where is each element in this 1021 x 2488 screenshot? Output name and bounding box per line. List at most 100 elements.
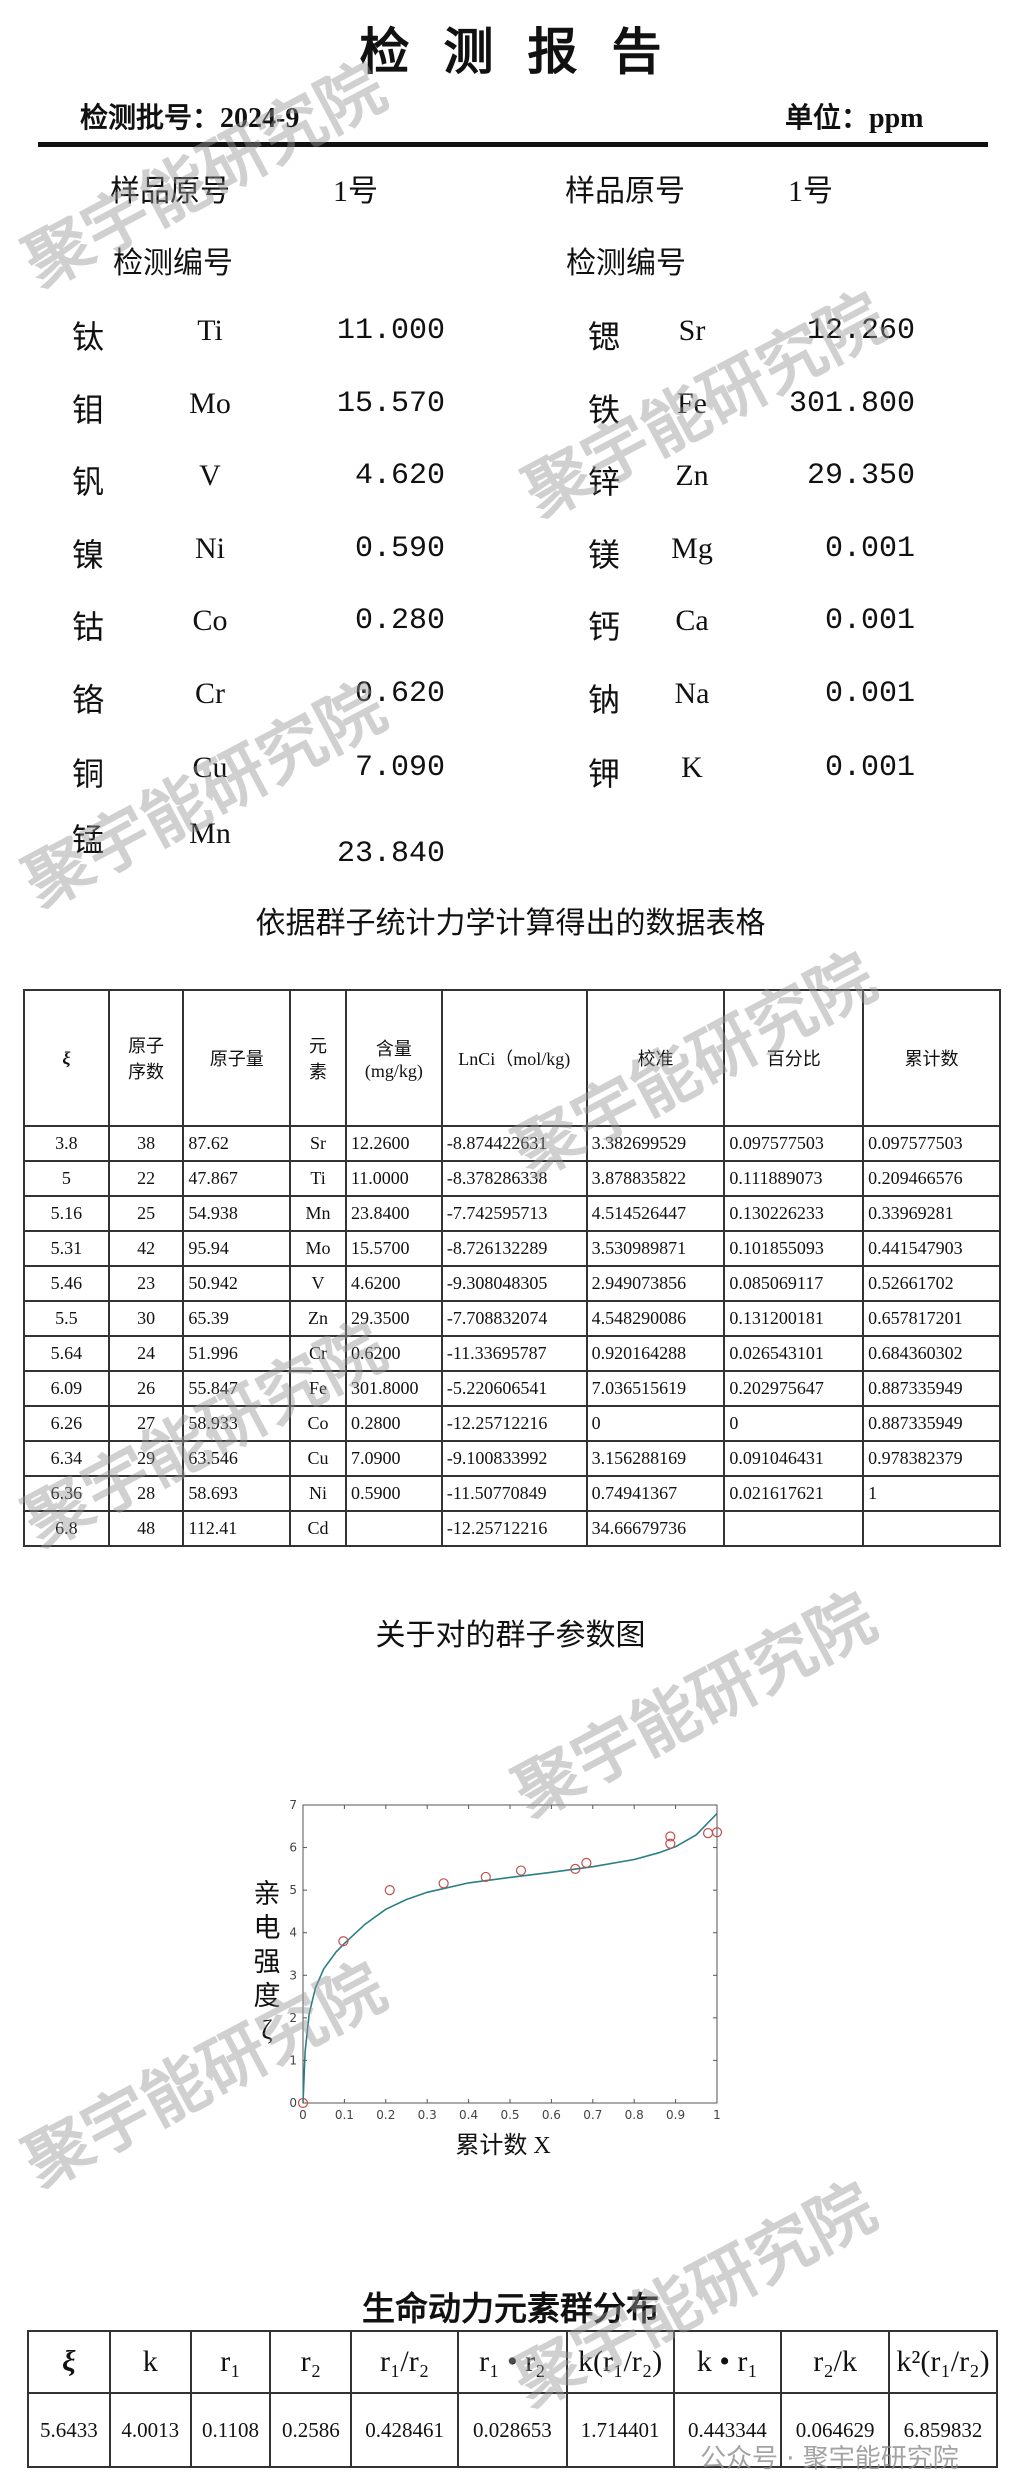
table-cell: 0.131200181 (723, 1300, 865, 1337)
column-header: LnCi（mol/kg) (440, 989, 588, 1127)
table-cell: 0.5900 (344, 1475, 443, 1512)
column-header: 百分比 (723, 989, 865, 1127)
table-cell: 0.443344 (672, 2392, 783, 2468)
table-cell: 4.0013 (108, 2392, 192, 2468)
table-cell: Mn (289, 1195, 347, 1232)
data-point (384, 1885, 395, 1896)
table-cell: 30 (107, 1300, 185, 1337)
table-cell: 5.46 (23, 1265, 110, 1302)
test-code-label-left: 检测编号 (113, 247, 233, 280)
unit-label: 单位：ppm (785, 103, 924, 134)
table-cell: 65.39 (182, 1300, 292, 1337)
table-row: 3.8 38 87.62 Sr 12.2600 -8.874422631 3.3826995… (23, 1125, 1001, 1162)
table-cell: 1 (862, 1475, 1001, 1512)
element-symbol: Zn (675, 459, 709, 492)
table-cell: 7.036515619 (585, 1370, 726, 1407)
element-value: 0.001 (824, 677, 915, 711)
table-cell: 5.31 (23, 1230, 110, 1267)
table-cell: 95.94 (182, 1230, 292, 1267)
table-cell: Zn (289, 1300, 347, 1337)
column-header: k (108, 2330, 192, 2394)
element-symbol: Ti (197, 314, 223, 347)
element-value: 7.090 (354, 751, 445, 785)
column-header: k(r₁/r₂) (565, 2330, 675, 2394)
element-value: 15.570 (336, 387, 445, 421)
y-tick-label: 6 (289, 1841, 297, 1855)
x-tick-label: 0.7 (583, 2108, 602, 2122)
table-cell: -12.25712216 (440, 1405, 588, 1442)
element-name: 锌 (588, 464, 621, 500)
column-header: k • r₁ (672, 2330, 783, 2394)
column-header: 元 素 (289, 989, 347, 1127)
table-cell: 5.64 (23, 1335, 110, 1372)
y-tick-label: 4 (289, 1926, 297, 1940)
element-name: 锰 (72, 822, 105, 858)
table-cell: 48 (107, 1510, 185, 1547)
table-cell: 0.2586 (269, 2392, 353, 2468)
table-cell: 0.111889073 (723, 1160, 865, 1197)
table-cell: 0.978382379 (862, 1440, 1001, 1477)
table-cell: 0.101855093 (723, 1230, 865, 1267)
element-value: 0.280 (354, 604, 445, 638)
element-name: 钛 (72, 319, 105, 355)
table-row: 6.34 29 63.546 Cu 7.0900 -9.100833992 3.156288… (23, 1440, 1001, 1477)
table-cell: 3.382699529 (585, 1125, 726, 1162)
sample-orig-value-right: 1号 (788, 175, 833, 208)
element-name: 铬 (72, 682, 105, 718)
table-cell: 5.6433 (27, 2392, 111, 2468)
table-cell: 15.5700 (344, 1230, 443, 1267)
element-value: 23.840 (336, 837, 445, 871)
element-symbol: Cr (195, 677, 225, 710)
table-cell: -9.308048305 (440, 1265, 588, 1302)
element-symbol: Fe (677, 387, 707, 420)
column-header: 原子 序数 (107, 989, 185, 1127)
table-cell: 42 (107, 1230, 185, 1267)
element-symbol: K (681, 751, 703, 784)
table-cell: Cu (289, 1440, 347, 1477)
table-cell: 54.938 (182, 1195, 292, 1232)
table-cell: -7.742595713 (440, 1195, 588, 1232)
table-cell: Ni (289, 1475, 347, 1512)
element-symbol: Ca (675, 604, 709, 637)
table-cell: 0.091046431 (723, 1440, 865, 1477)
table-cell: Cd (289, 1510, 347, 1547)
table-cell: Sr (289, 1125, 347, 1162)
element-value: 12.260 (806, 314, 915, 348)
table-cell: 22 (107, 1160, 185, 1197)
table-cell: -9.100833992 (440, 1440, 588, 1477)
table-cell: 0.021617621 (723, 1475, 865, 1512)
table-cell: 0.064629 (780, 2392, 890, 2468)
table-cell: 0.74941367 (585, 1475, 726, 1512)
table-row: 6.8 48 112.41 Cd -12.25712216 34.66679736 (23, 1510, 1001, 1547)
y-axis-label: 亲电强度ζ (253, 1879, 281, 2045)
table-row: 5.5 30 65.39 Zn 29.3500 -7.708832074 4.5482900… (23, 1300, 1001, 1337)
table-cell: 0.887335949 (862, 1405, 1001, 1442)
x-tick-label: 0.2 (376, 2108, 395, 2122)
table-cell: 3.8 (23, 1125, 110, 1162)
table-row: 5.46 23 50.942 V 4.6200 -9.308048305 2.9490738… (23, 1265, 1001, 1302)
table-cell: 5.5 (23, 1300, 110, 1337)
page-title: 检测报告 (359, 24, 696, 80)
y-tick-label: 0 (289, 2096, 297, 2110)
table-cell: 0.1108 (189, 2392, 272, 2468)
table-cell (723, 1510, 865, 1547)
table-cell: 0.130226233 (723, 1195, 865, 1232)
element-symbol: Mg (671, 532, 713, 565)
element-value: 4.620 (354, 459, 445, 493)
table-cell: 0.209466576 (862, 1160, 1001, 1197)
x-axis-label: 累计数 X (455, 2133, 551, 2159)
wechat-watermark: 公众号 · 聚宇能研究院 (700, 2444, 959, 2474)
element-name: 钙 (588, 609, 621, 645)
column-header: 原子量 (182, 989, 292, 1127)
table-cell: 25 (107, 1195, 185, 1232)
table-cell: 4.514526447 (585, 1195, 726, 1232)
data-table: ξ 原子 序数 原子量元 素含量 (mg/kg) LnCi（mol/kg) 校准 百分比累… (23, 989, 1001, 1547)
element-name: 钒 (72, 464, 105, 500)
table-cell: 0 (585, 1405, 726, 1442)
x-tick-label: 0.3 (418, 2108, 437, 2122)
column-header: 含量 (mg/kg) (344, 989, 443, 1127)
header-rule (38, 142, 988, 147)
element-symbol: Sr (678, 314, 706, 347)
table-cell: 55.847 (182, 1370, 292, 1407)
element-name: 钠 (588, 682, 621, 718)
